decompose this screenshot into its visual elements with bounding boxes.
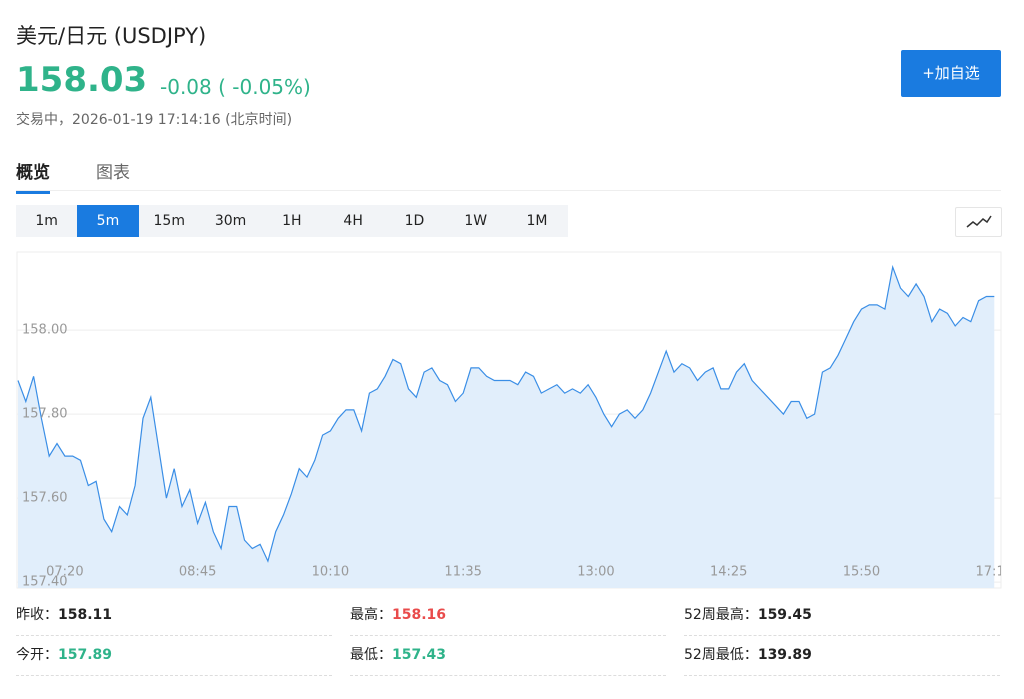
- stat-label: 最高：: [350, 607, 392, 623]
- stat: 昨收：158.11: [16, 595, 332, 636]
- stat-label: 52周最低：: [684, 647, 758, 663]
- interval-button[interactable]: 15m: [153, 213, 185, 229]
- chart-type-button[interactable]: [955, 207, 1002, 237]
- chart: 157.40 157.60 157.80 158.00 07:20 08:45 10:10 1…: [16, 251, 1013, 590]
- line: [17, 264, 995, 563]
- x-tick-label: 15:50: [843, 565, 880, 580]
- stat-value: 139.89: [757, 647, 812, 663]
- price: 158.03: [16, 60, 148, 100]
- x-tick-label: 08:45: [179, 565, 216, 580]
- stat-label: 52周最高：: [684, 607, 758, 623]
- stat-value: 158.11: [58, 607, 113, 623]
- interval-bar: 1m 5m 15m 30m 1H 4H 1D 1W 1M: [16, 205, 568, 237]
- interval-button[interactable]: 5m: [77, 205, 139, 237]
- y-tick-label: 158.00: [22, 323, 68, 338]
- stat-value: 157.43: [392, 647, 447, 663]
- status: 交易中，2026-01-19 17:14:16 (北京时间): [16, 112, 293, 128]
- interval-button[interactable]: 1m: [35, 213, 58, 229]
- title: 美元/日元 (USDJPY): [16, 24, 207, 48]
- area: [18, 267, 995, 588]
- y-tick-label: 157.80: [22, 407, 68, 422]
- tab[interactable]: 图表: [96, 163, 130, 183]
- stat-value: 159.45: [757, 607, 812, 623]
- interval-button[interactable]: 1H: [282, 213, 302, 229]
- interval-button[interactable]: 1M: [526, 213, 548, 229]
- stat-label: 最低：: [350, 647, 392, 663]
- y-tick-label: 157.60: [22, 491, 68, 506]
- interval-button[interactable]: 1W: [464, 213, 488, 229]
- stat-label: 今开：: [16, 647, 58, 663]
- x-tick-label: 13:00: [577, 565, 614, 580]
- change: -0.08 ( -0.05%): [160, 75, 311, 99]
- interval-button[interactable]: 1D: [404, 213, 425, 229]
- stat: 最低：157.43: [350, 635, 666, 676]
- stat: 今开：157.89: [16, 635, 332, 676]
- x-tick-label: 11:35: [444, 565, 481, 580]
- stat: 最高：158.16: [350, 595, 666, 636]
- interval-button[interactable]: 4H: [343, 213, 363, 229]
- y-tick-label: 157.40: [22, 575, 68, 590]
- stat: 52周最高：159.45: [684, 595, 1000, 636]
- stat-label: 昨收：: [16, 607, 58, 623]
- interval-button[interactable]: 30m: [214, 213, 247, 229]
- x-tick-label: 17:15: [976, 565, 1013, 580]
- tab[interactable]: 概览: [16, 158, 50, 194]
- stat-value: 158.16: [392, 607, 447, 623]
- x-tick-label: 14:25: [710, 565, 747, 580]
- divider: [16, 190, 1001, 191]
- icon: [966, 215, 992, 228]
- x-tick-label: 10:10: [312, 565, 349, 580]
- add-watchlist-button[interactable]: +加自选: [901, 50, 1001, 97]
- x-tick-label: 07:20: [46, 565, 83, 580]
- stat: 52周最低：139.89: [684, 635, 1000, 676]
- stat-value: 157.89: [58, 647, 113, 663]
